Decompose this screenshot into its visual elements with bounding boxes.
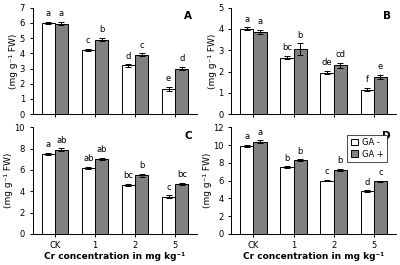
Text: D: D bbox=[382, 131, 391, 140]
Text: bc: bc bbox=[177, 170, 187, 179]
Bar bbox=[95, 159, 108, 234]
Bar bbox=[55, 150, 68, 234]
Bar bbox=[280, 167, 294, 234]
Bar bbox=[294, 49, 307, 114]
Bar bbox=[240, 146, 253, 234]
Text: bc: bc bbox=[282, 43, 292, 52]
Text: b: b bbox=[338, 156, 343, 165]
Text: b: b bbox=[298, 147, 303, 156]
Bar bbox=[82, 168, 95, 234]
Bar bbox=[280, 58, 294, 114]
Text: c: c bbox=[325, 167, 329, 176]
Text: a: a bbox=[258, 128, 262, 137]
Text: C: C bbox=[185, 131, 192, 140]
Text: c: c bbox=[378, 168, 383, 177]
Text: c: c bbox=[86, 36, 90, 45]
Text: f: f bbox=[366, 76, 369, 85]
Text: ab: ab bbox=[56, 136, 67, 145]
Bar bbox=[122, 185, 135, 234]
Bar bbox=[55, 24, 68, 114]
Bar bbox=[374, 182, 387, 234]
Bar bbox=[135, 55, 148, 114]
Text: c: c bbox=[166, 183, 171, 192]
Text: B: B bbox=[383, 11, 391, 21]
Bar bbox=[253, 32, 267, 114]
Bar bbox=[334, 65, 347, 114]
Text: b: b bbox=[298, 30, 303, 39]
X-axis label: Cr concentration in mg kg⁻¹: Cr concentration in mg kg⁻¹ bbox=[243, 252, 384, 261]
Bar bbox=[175, 184, 188, 234]
Bar bbox=[240, 29, 253, 114]
Bar bbox=[360, 191, 374, 234]
Text: d: d bbox=[126, 52, 131, 61]
Text: b: b bbox=[99, 25, 104, 34]
Text: cd: cd bbox=[335, 50, 345, 59]
Bar bbox=[122, 65, 135, 114]
Bar bbox=[42, 23, 55, 114]
Text: a: a bbox=[59, 9, 64, 18]
Bar bbox=[175, 69, 188, 114]
Bar bbox=[320, 73, 334, 114]
Text: A: A bbox=[184, 11, 192, 21]
Text: a: a bbox=[244, 132, 249, 141]
Bar bbox=[82, 50, 95, 114]
Y-axis label: (mg g⁻¹ FW): (mg g⁻¹ FW) bbox=[4, 153, 13, 208]
Bar bbox=[374, 77, 387, 114]
Text: b: b bbox=[139, 161, 144, 170]
Text: a: a bbox=[46, 9, 51, 18]
Bar bbox=[95, 39, 108, 114]
Text: bc: bc bbox=[124, 171, 134, 180]
Bar bbox=[162, 197, 175, 234]
Text: d: d bbox=[179, 54, 184, 63]
Text: ab: ab bbox=[96, 145, 107, 154]
Legend: GA -, GA +: GA -, GA + bbox=[348, 135, 387, 162]
Bar bbox=[334, 170, 347, 234]
Text: a: a bbox=[46, 140, 51, 149]
Text: b: b bbox=[284, 154, 290, 163]
Y-axis label: (mg g⁻¹ FW): (mg g⁻¹ FW) bbox=[208, 33, 217, 89]
Text: d: d bbox=[364, 178, 370, 187]
Text: c: c bbox=[139, 41, 144, 50]
Bar bbox=[360, 90, 374, 114]
Bar bbox=[42, 154, 55, 234]
Bar bbox=[135, 175, 148, 234]
Bar bbox=[253, 142, 267, 234]
Text: a: a bbox=[244, 15, 249, 24]
Text: e: e bbox=[378, 62, 383, 71]
Bar bbox=[162, 89, 175, 114]
Text: a: a bbox=[258, 17, 262, 26]
Text: ab: ab bbox=[83, 154, 94, 163]
Bar bbox=[294, 160, 307, 234]
Bar bbox=[320, 180, 334, 234]
Y-axis label: (mg g⁻¹ FW): (mg g⁻¹ FW) bbox=[9, 33, 18, 89]
Y-axis label: (mg g⁻¹ FW): (mg g⁻¹ FW) bbox=[203, 153, 212, 208]
X-axis label: Cr concentration in mg kg⁻¹: Cr concentration in mg kg⁻¹ bbox=[44, 252, 186, 261]
Text: de: de bbox=[322, 58, 332, 67]
Text: e: e bbox=[166, 74, 171, 83]
